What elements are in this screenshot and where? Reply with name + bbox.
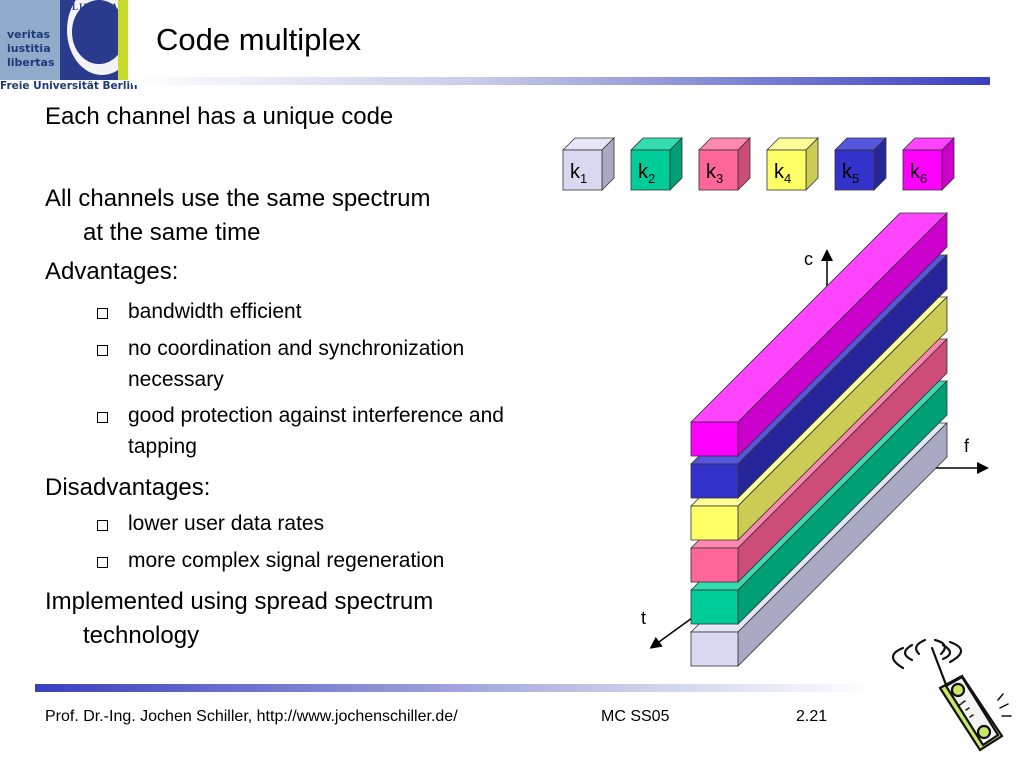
- footer-page-number: 2.21: [796, 708, 828, 725]
- t-axis-arrow: [649, 617, 693, 649]
- header-divider: [132, 77, 990, 85]
- code-cube-subscript: 6: [920, 171, 927, 186]
- code-channel-bar-5-front-face: [690, 463, 739, 499]
- code-channel-bar-3-front-face: [690, 547, 739, 583]
- bullet-icon: [97, 520, 108, 531]
- bullet-icon: [97, 308, 108, 319]
- code-cube-6: k6: [902, 137, 955, 191]
- footer-divider: [35, 684, 875, 692]
- bullet-icon: [97, 412, 108, 423]
- footer-course: MC SS05: [601, 708, 670, 725]
- logo-motto: veritas iustitia libertas: [7, 28, 55, 69]
- code-cube-subscript: 3: [716, 171, 723, 186]
- advantages-heading: Advantages:: [45, 258, 179, 285]
- bullet-icon: [97, 345, 108, 356]
- code-cube-subscript: 2: [648, 171, 655, 186]
- code-cube-1: k1: [562, 137, 615, 191]
- code-cube-2-front-face: [630, 149, 671, 191]
- code-cube-4: k4: [766, 137, 819, 191]
- code-channel-bar-4-front-face: [690, 505, 739, 541]
- code-cube-2: k2: [630, 137, 683, 191]
- code-cube-5-front-face: [834, 149, 875, 191]
- logo-seal: LIBERTAS: [60, 0, 118, 80]
- disadvantages-heading: Disadvantages:: [45, 474, 211, 501]
- point-same-spectrum-cont: at the same time: [83, 219, 261, 246]
- point-same-spectrum: All channels use the same spectrum: [45, 185, 431, 212]
- code-cube-subscript: 4: [784, 171, 791, 186]
- advantage-item: no coordination and synchronization: [128, 337, 465, 360]
- code-cube-subscript: 5: [852, 171, 859, 186]
- disadvantage-item: more complex signal regeneration: [128, 549, 445, 572]
- advantage-item: good protection against interference and: [128, 404, 504, 427]
- bullet-icon: [97, 557, 108, 568]
- code-channel-bar-1-front-face: [690, 631, 739, 667]
- code-cube-3: k3: [698, 137, 751, 191]
- point-unique-code: Each channel has a unique code: [45, 103, 394, 130]
- t-axis-label: t: [641, 608, 647, 628]
- c-axis-label: c: [804, 249, 813, 269]
- f-axis-label: f: [964, 436, 970, 456]
- mobile-phone-clipart-icon: [891, 638, 1012, 752]
- advantage-item-cont: necessary: [128, 368, 224, 391]
- code-cube-5: k5: [834, 137, 887, 191]
- code-cube-4-front-face: [766, 149, 807, 191]
- footer-author: Prof. Dr.-Ing. Jochen Schiller, http://w…: [45, 708, 458, 725]
- code-cube-6-front-face: [902, 149, 943, 191]
- point-spread-spectrum-cont: technology: [83, 622, 200, 649]
- disadvantage-item: lower user data rates: [128, 512, 325, 535]
- code-channel-bar-2-front-face: [690, 589, 739, 625]
- advantage-item: bandwidth efficient: [128, 300, 302, 323]
- code-channel-bar-6-front-face: [690, 421, 739, 457]
- code-channel-bar-6: [690, 212, 948, 457]
- logo-name: Freie Universität Berlin: [0, 80, 138, 92]
- code-cube-subscript: 1: [580, 171, 587, 186]
- code-cube-1-front-face: [562, 149, 603, 191]
- slide-title: Code multiplex: [156, 22, 362, 57]
- advantage-item-cont: tapping: [128, 435, 197, 458]
- point-spread-spectrum: Implemented using spread spectrum: [45, 588, 434, 615]
- code-cube-3-front-face: [698, 149, 739, 191]
